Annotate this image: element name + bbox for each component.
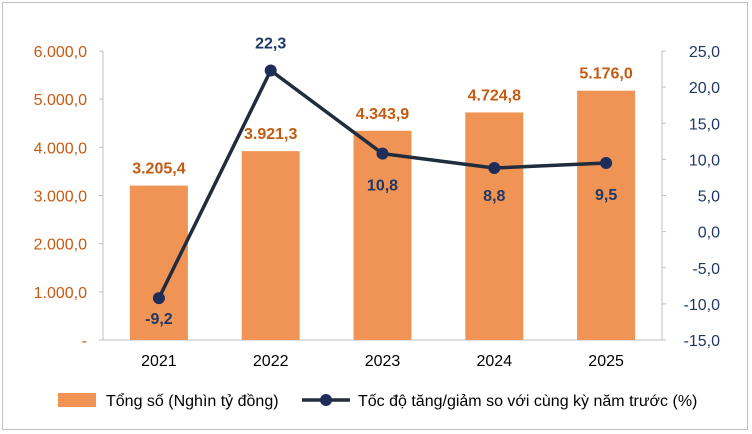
legend-bar-label: Tổng số (Nghìn tỷ đồng)	[106, 392, 279, 410]
right-axis-tick-label: -10,0	[684, 297, 721, 314]
legend-bar-swatch	[58, 393, 96, 407]
left-axis-tick-label: 1.000,0	[34, 285, 87, 302]
growth-point-2024	[488, 162, 501, 175]
bar-data-label: 4.724,8	[468, 87, 521, 104]
legend-line-marker	[320, 394, 332, 406]
bar-2022	[241, 151, 300, 340]
right-axis-tick-label: 5,0	[698, 189, 720, 206]
x-axis-tick-label: 2022	[253, 353, 289, 370]
left-axis-tick-label: -	[82, 333, 87, 350]
right-axis-tick-label: 20,0	[689, 80, 720, 97]
bar-2023	[353, 130, 412, 340]
right-axis-tick-label: -15,0	[684, 333, 721, 350]
x-axis-tick-label: 2021	[141, 353, 177, 370]
growth-point-2022	[264, 64, 277, 77]
bar-2025	[577, 90, 636, 340]
left-axis-tick-label: 6.000,0	[34, 44, 87, 61]
growth-point-2023	[376, 147, 389, 160]
x-axis-tick-label: 2025	[588, 353, 624, 370]
left-axis-tick-label: 4.000,0	[34, 140, 87, 157]
left-axis-tick-label: 3.000,0	[34, 189, 87, 206]
right-axis-tick-label: 0,0	[698, 225, 720, 242]
bar-data-label: 3.205,4	[132, 161, 185, 178]
growth-point-2025	[600, 156, 613, 169]
bar-data-label: 5.176,0	[579, 66, 632, 83]
right-axis-tick-label: 10,0	[689, 152, 720, 169]
growth-point-2021	[152, 292, 165, 305]
x-axis-tick-label: 2024	[477, 353, 513, 370]
growth-data-label: -9,2	[145, 311, 173, 328]
left-axis-tick-label: 5.000,0	[34, 92, 87, 109]
right-axis-tick-label: 25,0	[689, 44, 720, 61]
bar-2021	[129, 185, 188, 340]
bar-2024	[465, 112, 524, 340]
bar-data-label: 4.343,9	[356, 106, 409, 123]
right-axis-tick-label: -5,0	[692, 261, 720, 278]
growth-data-label: 22,3	[255, 36, 286, 53]
growth-data-label: 10,8	[367, 178, 398, 195]
right-axis-tick-label: 15,0	[689, 116, 720, 133]
growth-data-label: 9,5	[595, 187, 617, 204]
legend-line-label: Tốc độ tăng/giảm so với cùng kỳ năm trướ…	[358, 393, 697, 410]
x-axis-tick-label: 2023	[365, 353, 401, 370]
bar-data-label: 3.921,3	[244, 126, 297, 143]
growth-data-label: 8,8	[483, 188, 505, 205]
left-axis-tick-label: 2.000,0	[34, 237, 87, 254]
